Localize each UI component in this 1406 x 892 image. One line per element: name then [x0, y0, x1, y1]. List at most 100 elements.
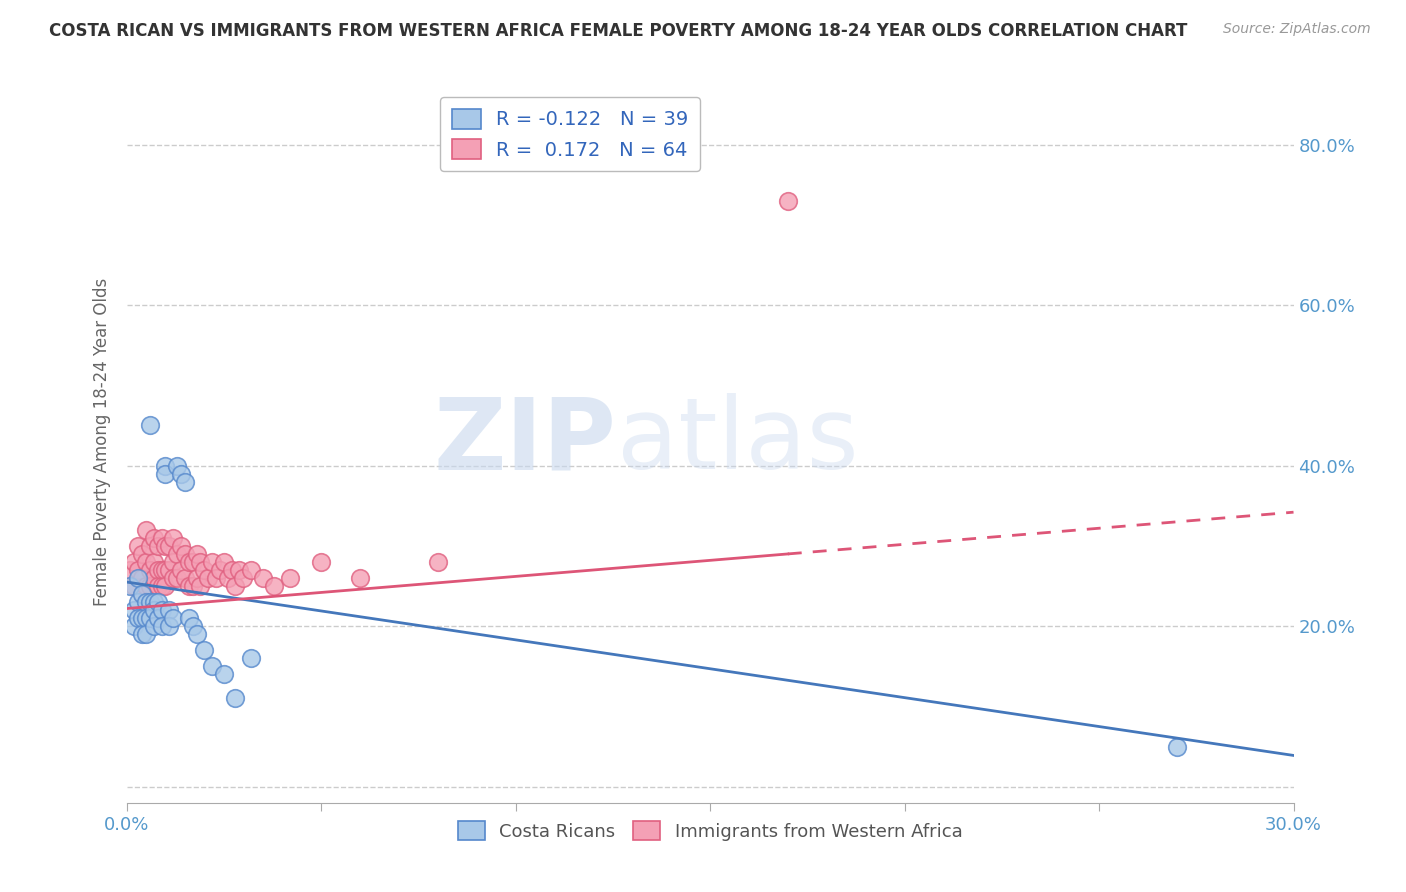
Point [155, 563, 177, 577]
Point [162, 571, 184, 585]
Point [124, 555, 146, 569]
Point [150, 619, 173, 633]
Point [170, 467, 193, 481]
Point [174, 571, 197, 585]
Point [150, 579, 173, 593]
Point [193, 563, 215, 577]
Point [181, 579, 204, 593]
Point [170, 563, 193, 577]
Point [142, 531, 165, 545]
Point [221, 563, 243, 577]
Point [131, 627, 153, 641]
Point [263, 579, 285, 593]
Point [146, 611, 169, 625]
Point [278, 571, 301, 585]
Point [127, 595, 149, 609]
Point [124, 579, 146, 593]
Point [142, 595, 165, 609]
Point [309, 555, 332, 569]
Point [135, 555, 157, 569]
Point [166, 547, 188, 561]
Point [174, 547, 197, 561]
Point [157, 603, 180, 617]
Point [208, 563, 231, 577]
Point [124, 603, 146, 617]
Point [201, 659, 224, 673]
Point [139, 418, 162, 433]
Point [135, 595, 157, 609]
Point [150, 603, 173, 617]
Point [181, 555, 204, 569]
Point [139, 539, 162, 553]
Point [186, 627, 208, 641]
Point [170, 539, 193, 553]
Point [212, 555, 235, 569]
Point [139, 579, 162, 593]
Point [146, 595, 169, 609]
Point [124, 619, 146, 633]
Point [155, 539, 177, 553]
Point [139, 611, 162, 625]
Point [212, 667, 235, 681]
Point [120, 579, 142, 593]
Point [142, 603, 165, 617]
Point [166, 458, 188, 473]
Point [177, 611, 200, 625]
Point [193, 643, 215, 657]
Point [131, 587, 153, 601]
Point [127, 539, 149, 553]
Point [205, 571, 228, 585]
Point [224, 579, 246, 593]
Point [131, 611, 153, 625]
Point [197, 571, 219, 585]
Point [217, 571, 239, 585]
Point [186, 547, 208, 561]
Point [228, 563, 250, 577]
Point [127, 563, 149, 577]
Point [157, 619, 180, 633]
Point [146, 579, 169, 593]
Point [190, 579, 212, 593]
Point [142, 571, 165, 585]
Point [177, 555, 200, 569]
Point [139, 563, 162, 577]
Point [131, 571, 153, 585]
Point [155, 458, 177, 473]
Point [135, 611, 157, 625]
Point [127, 571, 149, 585]
Text: ZIP: ZIP [434, 393, 617, 490]
Point [166, 571, 188, 585]
Point [150, 563, 173, 577]
Point [150, 531, 173, 545]
Point [157, 539, 180, 553]
Point [120, 563, 142, 577]
Text: Source: ZipAtlas.com: Source: ZipAtlas.com [1223, 22, 1371, 37]
Point [224, 691, 246, 706]
Point [776, 194, 799, 208]
Point [162, 555, 184, 569]
Point [252, 571, 274, 585]
Point [155, 467, 177, 481]
Point [240, 563, 263, 577]
Point [162, 531, 184, 545]
Legend: Costa Ricans, Immigrants from Western Africa: Costa Ricans, Immigrants from Western Af… [450, 814, 970, 848]
Text: COSTA RICAN VS IMMIGRANTS FROM WESTERN AFRICA FEMALE POVERTY AMONG 18-24 YEAR OL: COSTA RICAN VS IMMIGRANTS FROM WESTERN A… [49, 22, 1188, 40]
Point [131, 587, 153, 601]
Point [177, 579, 200, 593]
Point [146, 563, 169, 577]
Point [174, 475, 197, 489]
Point [157, 563, 180, 577]
Point [162, 611, 184, 625]
Point [139, 595, 162, 609]
Point [186, 571, 208, 585]
Point [232, 571, 254, 585]
Point [1166, 739, 1188, 754]
Point [201, 555, 224, 569]
Text: atlas: atlas [617, 393, 858, 490]
Point [426, 555, 449, 569]
Point [181, 619, 204, 633]
Point [240, 651, 263, 665]
Point [142, 555, 165, 569]
Y-axis label: Female Poverty Among 18-24 Year Olds: Female Poverty Among 18-24 Year Olds [93, 277, 111, 606]
Point [349, 571, 371, 585]
